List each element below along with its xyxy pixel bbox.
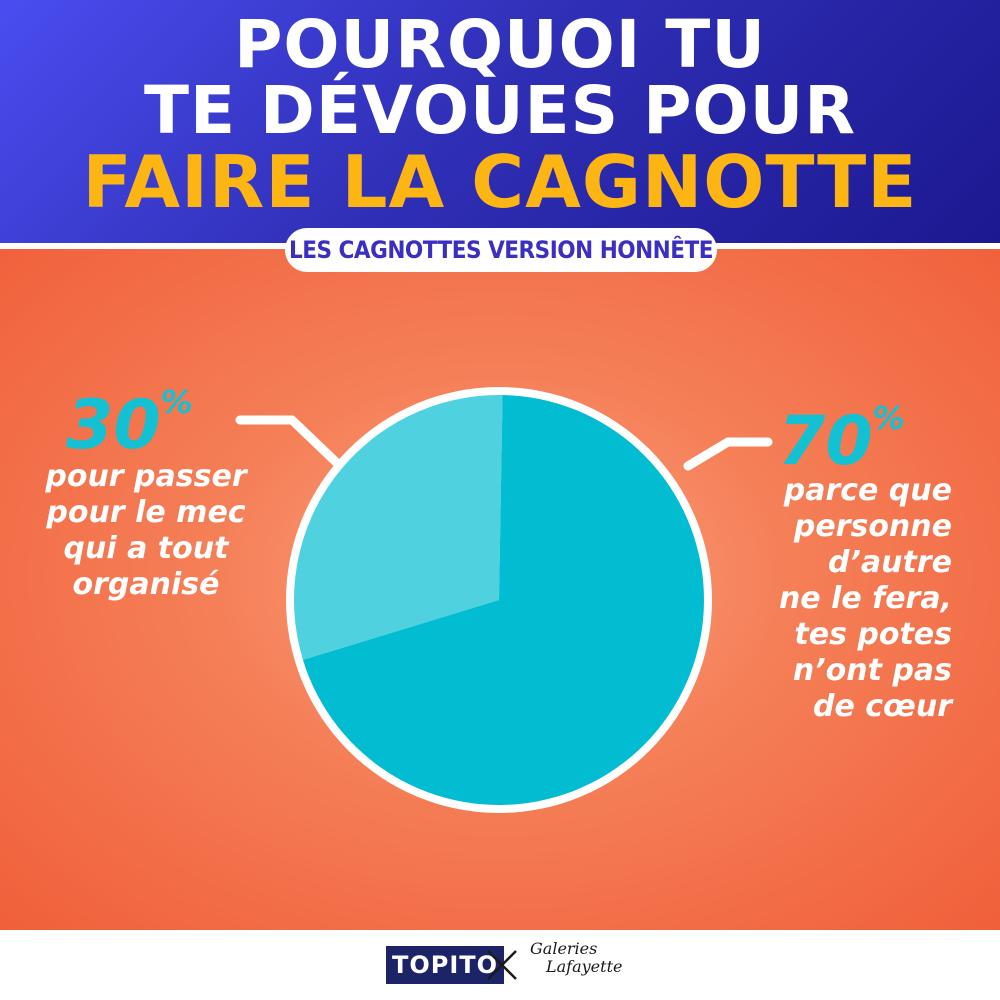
slice-label-left: pour passer pour le mec qui a tout organ… <box>30 459 262 603</box>
title-line-3: FAIRE LA CAGNOTTE <box>82 140 918 224</box>
label-right-line: d’autre <box>828 545 952 580</box>
label-left-line: pour passer <box>45 459 247 494</box>
pie-slice-small <box>293 395 503 660</box>
title-line-1: POURQUOI TU <box>234 6 766 83</box>
percent-label-left: 30% <box>66 386 193 460</box>
label-right-line: de cœur <box>812 689 952 724</box>
collab-x-icon <box>487 950 517 980</box>
topito-logo: TOPITO <box>386 946 505 984</box>
leader-line-right <box>683 437 773 471</box>
header-banner <box>0 0 1000 243</box>
pie-slice-large <box>302 395 704 805</box>
percent-value-left: 30 <box>66 386 161 465</box>
label-right-line: ne le fera, <box>778 581 952 616</box>
galeries-lafayette-logo: Galeries Lafayette <box>530 940 630 976</box>
percent-sign-right: % <box>872 399 905 437</box>
label-right-line: parce que <box>783 473 952 508</box>
label-right-line: personne <box>793 509 952 544</box>
galeries-lafayette-line-2: Lafayette <box>546 957 623 976</box>
galeries-lafayette-line-1: Galeries <box>530 939 598 958</box>
label-left-line: organisé <box>72 567 220 602</box>
label-right-line: tes potes <box>794 617 952 652</box>
subtitle-pill: LES CAGNOTTES VERSION HONNÊTE <box>285 228 717 272</box>
leader-line-left <box>235 415 343 469</box>
label-left-line: pour le mec <box>46 495 246 530</box>
percent-label-right: 70% <box>778 402 905 476</box>
title-line-2: TE DÉVOUES POUR <box>143 72 857 149</box>
percent-sign-left: % <box>160 383 193 421</box>
percent-value-right: 70 <box>778 402 873 481</box>
label-left-line: qui a tout <box>63 531 229 566</box>
label-right-line: n’ont pas <box>792 653 952 688</box>
slice-label-right: parce que personne d’autre ne le fera, t… <box>752 473 952 725</box>
